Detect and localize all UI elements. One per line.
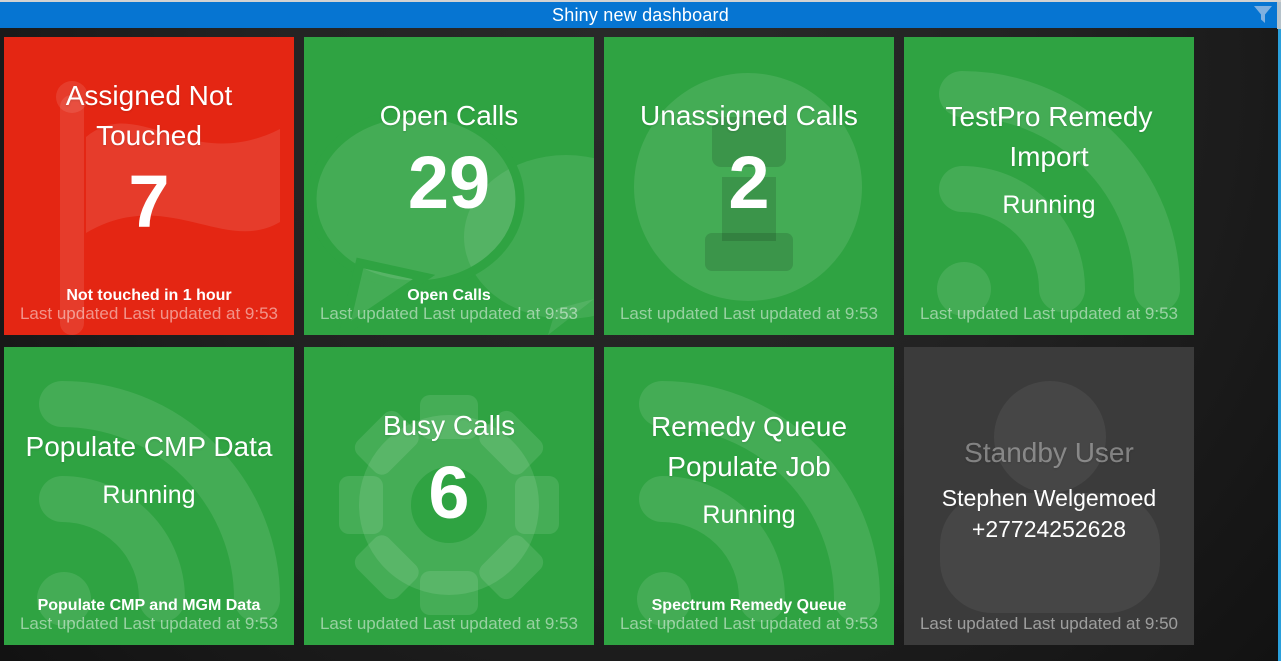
tile-title: Standby User xyxy=(964,437,1134,469)
tile-moreinfo: Open Calls xyxy=(407,287,491,304)
tile-title: Open Calls xyxy=(379,99,519,131)
standby-user-name: Stephen Welgemoed xyxy=(941,484,1157,511)
tile-updated-at: Last updated Last updated at 9:53 xyxy=(919,304,1179,323)
info-icon xyxy=(634,73,862,301)
tile-grid: Assigned Not Touched 7 Not touched in 1 … xyxy=(4,37,1194,645)
user-icon xyxy=(940,381,1160,613)
tile-title: Busy Calls xyxy=(382,409,516,441)
tile-open-calls: Open Calls 29 Open Calls Last updated La… xyxy=(304,37,594,335)
rss-icon xyxy=(637,381,880,626)
window-right-edge xyxy=(1278,29,1281,661)
standby-user-phone: +27724252628 xyxy=(971,515,1127,542)
tile-title: Unassigned Calls xyxy=(640,99,858,131)
tile-title: Populate CMP Data xyxy=(25,431,273,463)
tile-title: TestPro Remedy Import xyxy=(945,101,1153,172)
tile-updated-at: Last updated Last updated at 9:53 xyxy=(19,304,279,323)
tile-unassigned-calls: Unassigned Calls 2 Last updated Last upd… xyxy=(604,37,894,335)
tile-updated-at: Last updated Last updated at 9:53 xyxy=(319,614,579,633)
tile-updated-at: Last updated Last updated at 9:50 xyxy=(919,614,1179,633)
tile-updated-at: Last updated Last updated at 9:53 xyxy=(619,614,879,633)
tile-value: 6 xyxy=(428,450,470,534)
tile-title: Remedy Queue Populate Job xyxy=(650,411,848,482)
scrollbar-thumb[interactable] xyxy=(1277,2,1281,29)
tile-moreinfo: Populate CMP and MGM Data xyxy=(37,597,261,614)
dashboard-title: Shiny new dashboard xyxy=(552,4,729,25)
tile-updated-at: Last updated Last updated at 9:53 xyxy=(619,304,879,323)
tile-value: 7 xyxy=(128,160,170,244)
rss-icon xyxy=(37,381,280,626)
tile-testpro-remedy-import: TestPro Remedy Import Running Last updat… xyxy=(904,37,1194,335)
gear-icon xyxy=(339,395,559,615)
dashboard-titlebar: Shiny new dashboard xyxy=(0,2,1281,28)
tile-assigned-not-touched: Assigned Not Touched 7 Not touched in 1 … xyxy=(4,37,294,335)
tile-moreinfo: Not touched in 1 hour xyxy=(66,287,232,304)
tile-status: Running xyxy=(1002,190,1096,219)
tile-moreinfo: Spectrum Remedy Queue xyxy=(651,597,847,614)
rss-icon xyxy=(937,71,1180,316)
tile-remedy-queue-populate-job: Remedy Queue Populate Job Running Spectr… xyxy=(604,347,894,645)
tile-busy-calls: Busy Calls 6 Last updated Last updated a… xyxy=(304,347,594,645)
tile-populate-cmp-data: Populate CMP Data Running Populate CMP a… xyxy=(4,347,294,645)
window-top-edge xyxy=(0,0,1281,2)
tile-status: Running xyxy=(702,500,796,529)
comments-icon xyxy=(307,108,594,335)
tile-status: Running xyxy=(102,480,196,509)
filter-funnel-icon[interactable] xyxy=(1253,5,1273,25)
flag-icon xyxy=(56,81,280,335)
tile-updated-at: Last updated Last updated at 9:53 xyxy=(319,304,579,323)
tile-title: Assigned Not Touched xyxy=(65,79,233,151)
tile-value: 2 xyxy=(728,140,770,224)
tile-standby-user: Standby User Stephen Welgemoed +27724252… xyxy=(904,347,1194,645)
tile-value: 29 xyxy=(407,140,491,224)
tile-updated-at: Last updated Last updated at 9:53 xyxy=(19,614,279,633)
